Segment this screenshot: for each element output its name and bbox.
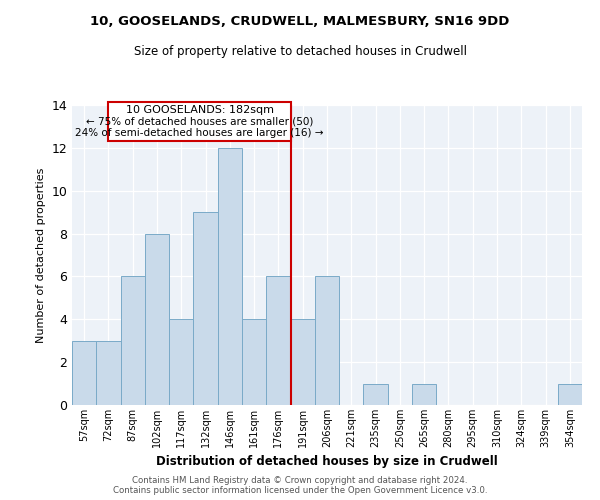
Text: 10, GOOSELANDS, CRUDWELL, MALMESBURY, SN16 9DD: 10, GOOSELANDS, CRUDWELL, MALMESBURY, SN… — [91, 15, 509, 28]
Bar — [145, 234, 169, 405]
Text: 24% of semi-detached houses are larger (16) →: 24% of semi-detached houses are larger (… — [75, 128, 324, 138]
Y-axis label: Number of detached properties: Number of detached properties — [36, 168, 46, 342]
Bar — [109, 102, 290, 142]
Bar — [558, 384, 582, 405]
Bar — [72, 340, 96, 405]
Bar — [193, 212, 218, 405]
Text: ← 75% of detached houses are smaller (50): ← 75% of detached houses are smaller (50… — [86, 116, 313, 126]
Bar — [121, 276, 145, 405]
Bar — [169, 320, 193, 405]
Text: 10 GOOSELANDS: 182sqm: 10 GOOSELANDS: 182sqm — [125, 106, 274, 116]
Bar — [266, 276, 290, 405]
Bar — [242, 320, 266, 405]
Bar — [315, 276, 339, 405]
Bar — [96, 340, 121, 405]
Bar — [412, 384, 436, 405]
Bar — [290, 320, 315, 405]
Bar — [364, 384, 388, 405]
Text: Size of property relative to detached houses in Crudwell: Size of property relative to detached ho… — [133, 45, 467, 58]
Text: Contains HM Land Registry data © Crown copyright and database right 2024.
Contai: Contains HM Land Registry data © Crown c… — [113, 476, 487, 495]
Bar — [218, 148, 242, 405]
X-axis label: Distribution of detached houses by size in Crudwell: Distribution of detached houses by size … — [156, 456, 498, 468]
